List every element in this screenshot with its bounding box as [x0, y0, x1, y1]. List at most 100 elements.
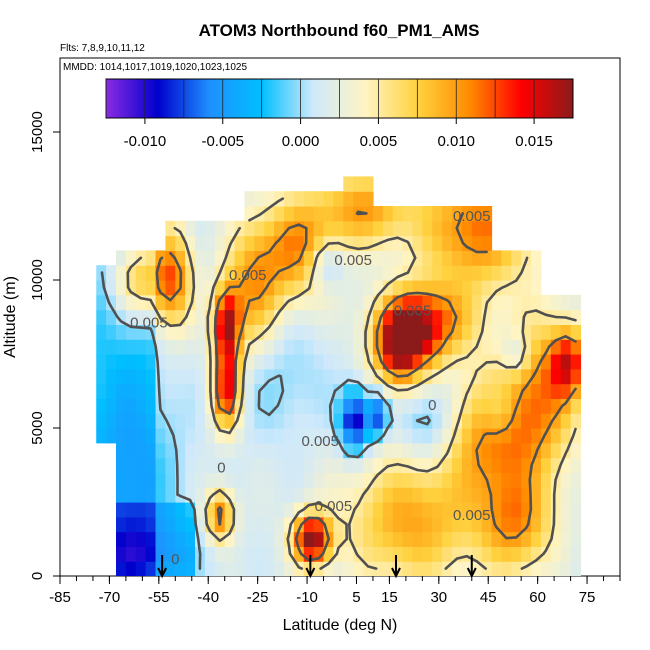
- heatmap-cell: [185, 442, 196, 459]
- heatmap-cell: [175, 516, 186, 533]
- heatmap-cell: [323, 413, 335, 429]
- heatmap-cell: [511, 280, 522, 296]
- heatmap-cell: [471, 324, 483, 340]
- heatmap-cell: [432, 368, 443, 385]
- heatmap-cell: [481, 531, 493, 547]
- heatmap-cell: [442, 457, 453, 473]
- y-tick-label: 10000: [29, 259, 46, 301]
- y-axis-label: Altitude (m): [2, 276, 19, 358]
- heatmap-cell: [540, 457, 552, 473]
- heatmap-cell: [570, 309, 582, 325]
- heatmap-cell: [461, 487, 473, 503]
- heatmap-cell: [264, 546, 275, 562]
- heatmap-cell: [204, 413, 216, 429]
- heatmap-cell: [412, 383, 423, 399]
- heatmap-cell: [353, 280, 364, 296]
- heatmap-cell: [501, 428, 512, 444]
- heatmap-cell: [422, 442, 433, 459]
- heatmap-cell: [313, 339, 325, 355]
- contour-label: 0.005: [315, 498, 353, 515]
- heatmap-cell: [343, 235, 354, 251]
- heatmap-cell: [274, 502, 285, 518]
- heatmap-cell: [392, 398, 404, 414]
- heatmap-cell: [531, 309, 542, 325]
- heatmap-cell: [323, 428, 335, 444]
- heatmap-cell: [214, 368, 226, 385]
- heatmap-cell: [224, 250, 236, 266]
- heatmap-cell: [363, 339, 374, 355]
- heatmap-cell: [333, 368, 344, 385]
- heatmap-cell: [392, 516, 404, 533]
- heatmap-cell: [224, 324, 236, 340]
- heatmap-cell: [343, 413, 354, 429]
- heatmap-cell: [343, 472, 354, 488]
- heatmap-cell: [382, 383, 394, 399]
- heatmap-cell: [254, 457, 265, 473]
- heatmap-cell: [234, 368, 246, 385]
- heatmap-cell: [214, 472, 226, 488]
- heatmap-cell: [175, 472, 186, 488]
- heatmap-cell: [471, 398, 483, 414]
- heatmap-cell: [343, 354, 354, 370]
- heatmap-cell: [274, 516, 285, 533]
- heatmap-cell: [244, 191, 255, 207]
- heatmap-cell: [491, 516, 503, 533]
- heatmap-cell: [461, 235, 473, 251]
- heatmap-cell: [274, 280, 285, 296]
- heatmap-cell: [244, 398, 255, 414]
- heatmap-cell: [353, 339, 364, 355]
- heatmap-cell: [214, 339, 226, 355]
- heatmap-cell: [481, 546, 493, 562]
- heatmap-cell: [442, 206, 453, 222]
- heatmap-cell: [353, 294, 364, 311]
- heatmap-cell: [353, 250, 364, 266]
- heatmap-cell: [442, 531, 453, 547]
- heatmap-cell: [372, 531, 384, 547]
- heatmap-cell: [363, 191, 374, 207]
- heatmap-cell: [570, 324, 582, 340]
- heatmap-cell: [254, 191, 265, 207]
- heatmap-cell: [195, 368, 206, 385]
- heatmap-cell: [442, 472, 453, 488]
- heatmap-cell: [293, 442, 305, 459]
- heatmap-cell: [422, 546, 433, 562]
- heatmap-cell: [204, 309, 216, 325]
- heatmap-cell: [195, 309, 206, 325]
- contour-label: 0.005: [301, 433, 339, 450]
- heatmap-cell: [491, 339, 503, 355]
- heatmap-cell: [323, 250, 335, 266]
- heatmap-cell: [550, 561, 562, 576]
- heatmap-cell: [412, 354, 423, 370]
- heatmap-cell: [333, 309, 344, 325]
- heatmap-cell: [550, 457, 562, 473]
- heatmap-cell: [363, 176, 374, 192]
- heatmap-cell: [452, 516, 463, 533]
- heatmap-cell: [511, 487, 522, 503]
- heatmap-cell: [244, 487, 255, 503]
- heatmap-cell: [165, 250, 176, 266]
- heatmap-cell: [402, 516, 414, 533]
- heatmap-cell: [284, 472, 295, 488]
- heatmap-cell: [155, 457, 167, 473]
- heatmap-cell: [214, 383, 226, 399]
- heatmap-cell: [432, 502, 443, 518]
- heatmap-cell: [363, 294, 374, 311]
- heatmap-cell: [412, 235, 423, 251]
- heatmap-cell: [155, 546, 167, 562]
- heatmap-cell: [392, 413, 404, 429]
- heatmap-cell: [145, 398, 157, 414]
- heatmap-cell: [204, 516, 216, 533]
- heatmap-cell: [116, 531, 127, 547]
- heatmap-cell: [343, 546, 354, 562]
- heatmap-cell: [116, 472, 127, 488]
- heatmap-cell: [511, 309, 522, 325]
- heatmap-cell: [461, 265, 473, 281]
- heatmap-cell: [303, 502, 315, 518]
- heatmap-cell: [313, 383, 325, 399]
- heatmap-cell: [195, 250, 206, 266]
- heatmap-cell: [135, 487, 147, 503]
- heatmap-cell: [254, 368, 265, 385]
- heatmap-cell: [452, 294, 463, 311]
- heatmap-cell: [313, 250, 325, 266]
- heatmap-cell: [531, 339, 542, 355]
